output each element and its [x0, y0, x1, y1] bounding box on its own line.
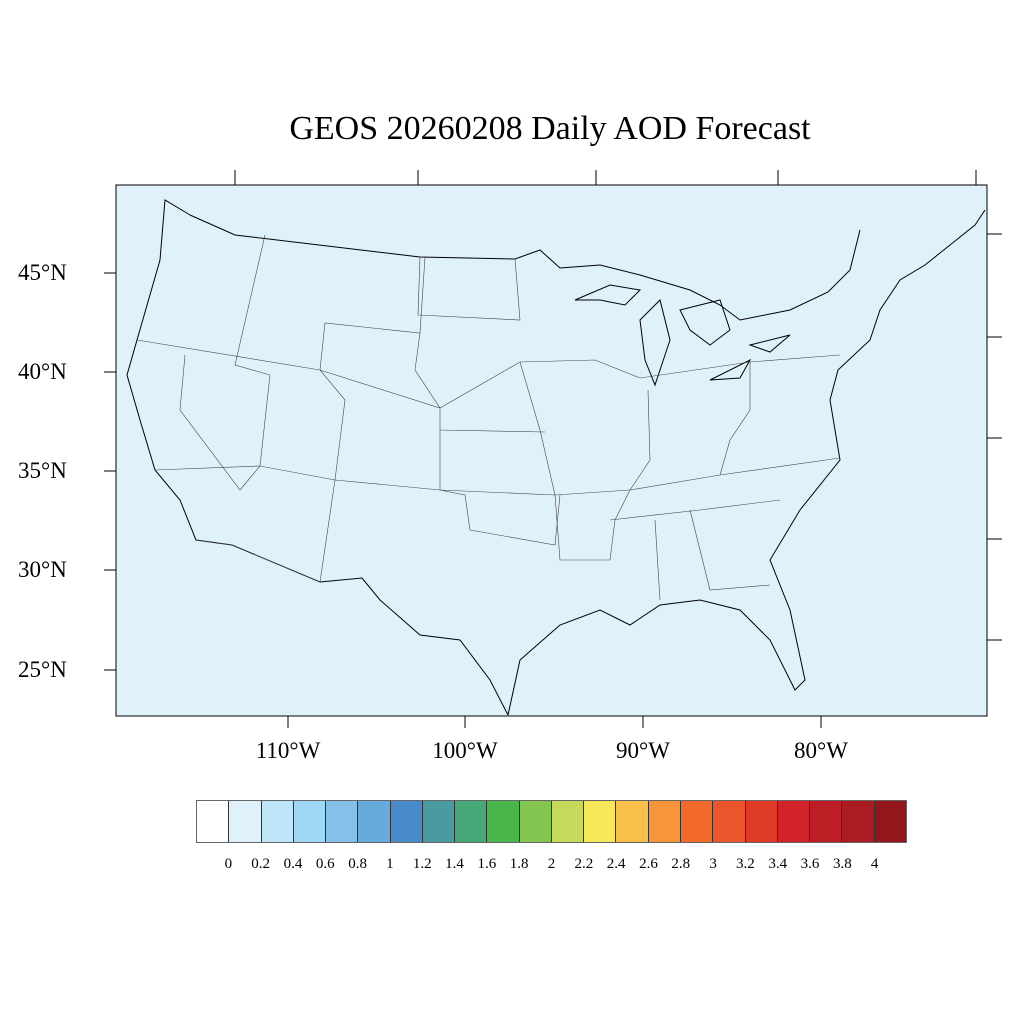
figure-title: GEOS 20260208 Daily AOD Forecast [289, 110, 811, 147]
map-ticks [104, 170, 1002, 728]
colorbar-label: 3.6 [800, 856, 820, 872]
colorbar-label: 1.4 [445, 856, 464, 872]
colorbar-box [810, 801, 843, 842]
colorbar-label: 2.6 [639, 856, 658, 872]
colorbar-label: 1 [386, 856, 394, 872]
colorbar-box [261, 801, 294, 842]
colorbar-box [390, 801, 423, 842]
colorbar-box [874, 801, 906, 842]
colorbar-label: 3.8 [832, 856, 852, 872]
colorbar-label: 0 [224, 856, 233, 872]
colorbar-box [293, 801, 327, 842]
colorbar-label: 3 [709, 856, 717, 872]
colorbar-box [777, 801, 811, 842]
colorbar-box [745, 801, 778, 842]
colorbar-box [519, 801, 552, 842]
colorbar-box [422, 801, 456, 842]
lat-label: 25°N [18, 657, 67, 682]
colorbar-label: 0.8 [348, 856, 367, 872]
colorbar [196, 800, 907, 843]
colorbar-label: 1.2 [412, 856, 432, 872]
colorbar-box [713, 801, 746, 842]
colorbar-label: 0.4 [283, 856, 303, 872]
state-borders [136, 234, 841, 601]
colorbar-box [648, 801, 681, 842]
colorbar-label: 3.2 [736, 856, 755, 872]
colorbar-label: 0.2 [251, 856, 270, 872]
colorbar-label: 4 [870, 856, 879, 872]
colorbar-label: 1.8 [509, 856, 529, 872]
colorbar-box [680, 801, 714, 842]
lat-label: 30°N [18, 557, 67, 582]
lat-label: 45°N [18, 260, 67, 285]
colorbar-label: 2 [547, 856, 556, 872]
colorbar-box [455, 801, 488, 842]
colorbar-box [358, 801, 391, 842]
colorbar-box [616, 801, 649, 842]
lat-label: 40°N [18, 359, 67, 384]
colorbar-box [487, 801, 520, 842]
colorbar-box [229, 801, 262, 842]
lon-label: 90°W [616, 738, 670, 763]
colorbar-label: 0.6 [315, 856, 335, 872]
lon-label: 80°W [794, 738, 848, 763]
lat-label: 35°N [18, 458, 67, 483]
colorbar-box [584, 801, 617, 842]
colorbar-box [551, 801, 585, 842]
colorbar-label: 2.8 [671, 856, 691, 872]
colorbar-label: 2.2 [574, 856, 594, 872]
great-lakes [574, 284, 791, 387]
lon-label: 110°W [255, 738, 321, 763]
colorbar-box [326, 801, 359, 842]
colorbar-label: 3.4 [768, 856, 788, 872]
lon-label: 100°W [432, 738, 498, 763]
colorbar-box [197, 801, 230, 842]
colorbar-label: 2.4 [606, 856, 626, 872]
colorbar-label: 1.6 [477, 856, 497, 872]
colorbar-box [842, 801, 875, 842]
map-frame [115, 184, 988, 717]
